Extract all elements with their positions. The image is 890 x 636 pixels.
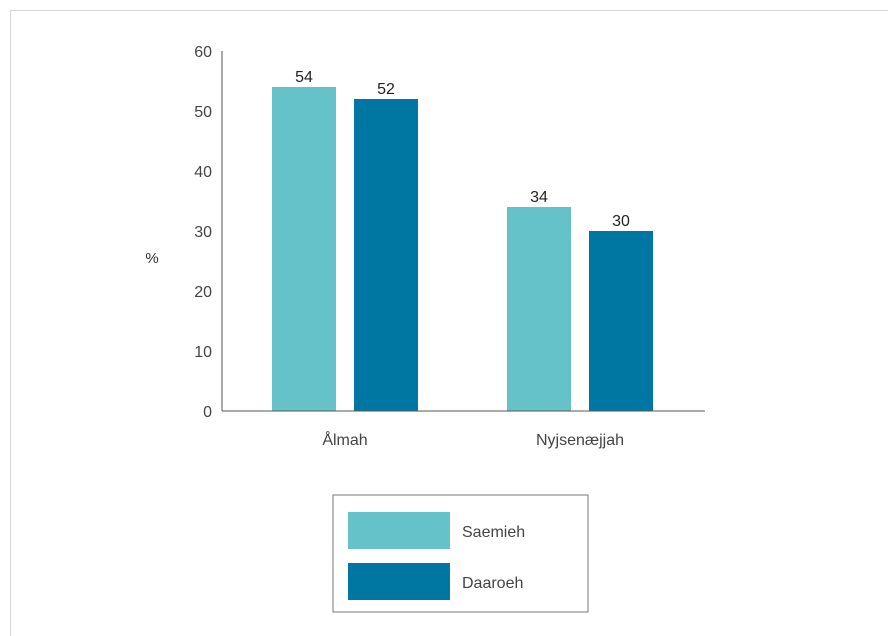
chart-frame xyxy=(10,10,888,636)
y-tick-label: 20 xyxy=(194,284,212,301)
bar-saemieh-0 xyxy=(272,87,336,411)
legend-label-daaroeh: Daaroeh xyxy=(462,575,523,592)
x-category-label: Nyjsenæjjah xyxy=(536,432,624,449)
legend: Saemieh Daaroeh xyxy=(332,494,589,613)
y-tick-label: 40 xyxy=(194,164,212,181)
y-tick-label: 30 xyxy=(194,224,212,241)
bar-saemieh-1 xyxy=(507,207,571,411)
bar-value-label: 30 xyxy=(612,213,630,230)
legend-swatch-saemieh xyxy=(348,512,450,549)
x-category-label: Ålmah xyxy=(322,430,367,449)
bar-value-label: 34 xyxy=(530,189,548,206)
bar-daaroeh-0 xyxy=(354,99,418,411)
bar-daaroeh-1 xyxy=(589,231,653,411)
bars: 54 52 34 30 xyxy=(272,69,653,411)
bar-value-label: 52 xyxy=(377,81,395,98)
legend-swatch-daaroeh xyxy=(348,563,450,600)
legend-label-saemieh: Saemieh xyxy=(462,524,525,541)
y-tick-label: 50 xyxy=(194,104,212,121)
y-tick-label: 0 xyxy=(203,404,212,421)
bar-value-label: 54 xyxy=(295,69,313,86)
y-tick-label: 10 xyxy=(194,344,212,361)
x-axis: Ålmah Nyjsenæjjah xyxy=(222,410,705,449)
y-axis: 0 10 20 30 40 50 60 xyxy=(194,44,223,421)
y-tick-label: 60 xyxy=(194,44,212,61)
y-axis-label: % xyxy=(145,250,158,267)
